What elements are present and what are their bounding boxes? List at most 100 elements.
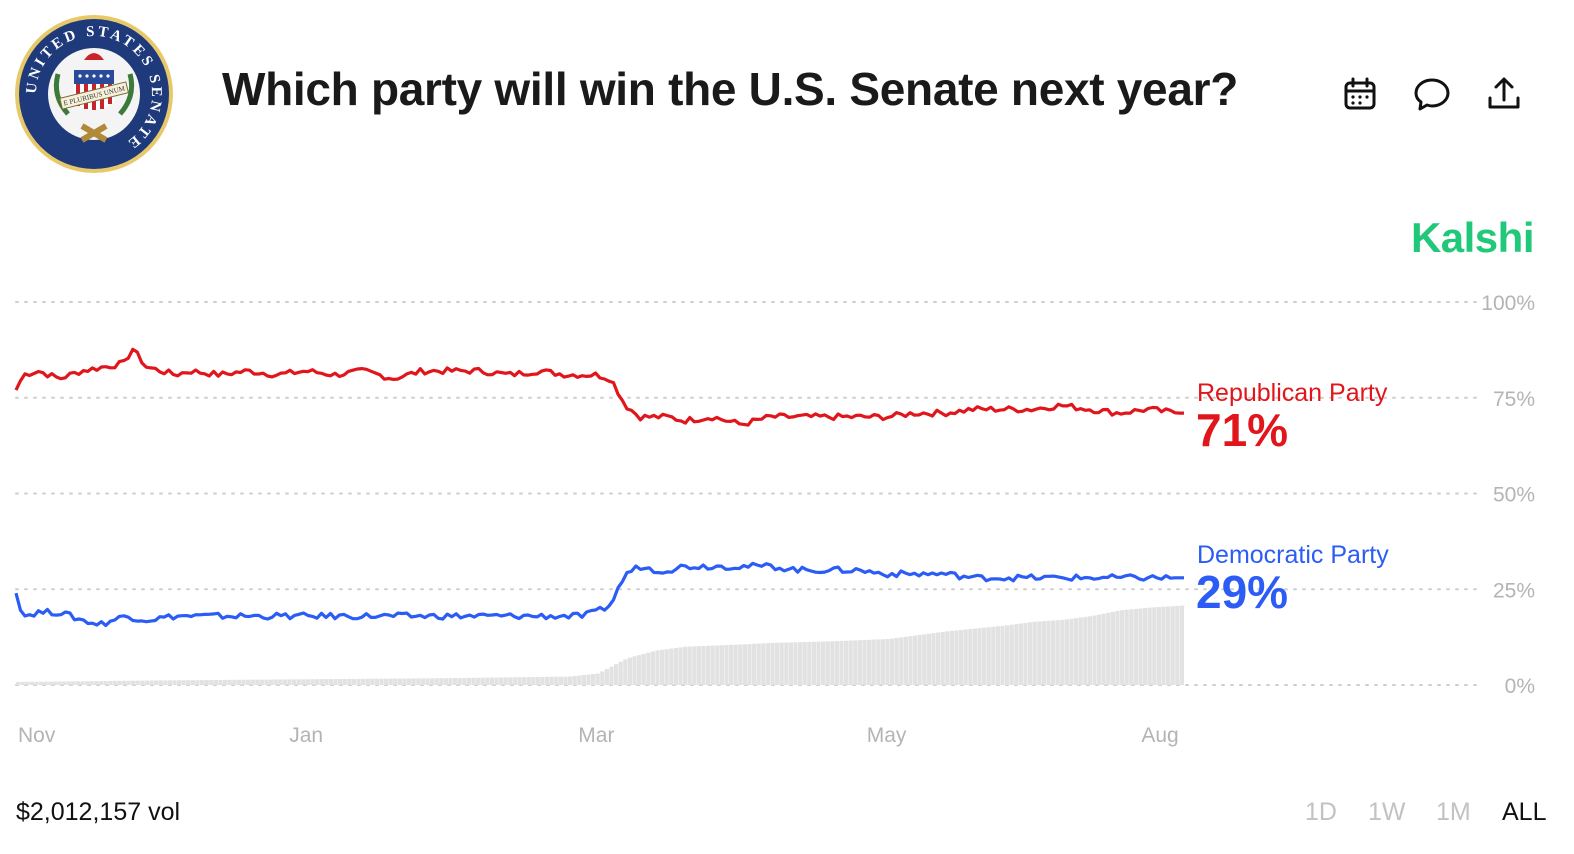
volume-bar	[1014, 624, 1019, 685]
volume-bar	[154, 680, 159, 685]
volume-bar	[963, 629, 968, 685]
volume-bar	[167, 680, 172, 685]
volume-bar	[839, 640, 844, 685]
republican-label: Republican Party	[1197, 379, 1388, 407]
volume-bar	[227, 679, 232, 685]
volume-bar	[365, 678, 370, 685]
volume-bar	[453, 678, 458, 685]
volume-bar	[848, 640, 853, 685]
volume-bar	[687, 646, 692, 685]
volume-bar	[126, 680, 131, 685]
volume-bar	[241, 679, 246, 685]
volume-bar	[563, 676, 568, 685]
volume-bar	[480, 677, 485, 685]
calendar-icon[interactable]	[1340, 74, 1380, 114]
volume-bar	[135, 680, 140, 685]
volume-bar	[361, 678, 366, 685]
volume-bar	[370, 678, 375, 685]
probability-chart: 100% 75% 50% 25% 0% Nov Jan Mar May Aug Republic…	[14, 292, 1535, 747]
volume-bar	[494, 677, 499, 685]
volume-bar	[1000, 625, 1005, 685]
volume-bar	[508, 677, 513, 685]
volume-bar	[333, 679, 338, 685]
x-axis-ticks: Nov Jan Mar May Aug	[18, 724, 1179, 747]
volume-label: $2,012,157 vol	[16, 798, 181, 826]
volume-bar	[351, 678, 356, 685]
volume-bar	[1156, 607, 1161, 685]
volume-bar	[632, 656, 637, 685]
volume-bar	[1120, 610, 1125, 685]
range-1w-button[interactable]: 1W	[1368, 798, 1406, 826]
volume-bar	[554, 676, 559, 685]
volume-bar	[402, 678, 407, 685]
volume-bar	[319, 679, 324, 685]
volume-bar	[729, 644, 734, 685]
volume-bar	[650, 651, 655, 685]
volume-bar	[986, 627, 991, 685]
volume-bar	[890, 638, 895, 685]
republican-line[interactable]	[14, 347, 1184, 427]
range-1m-button[interactable]: 1M	[1436, 798, 1471, 826]
volume-bar	[1060, 619, 1065, 685]
volume-bar	[98, 681, 103, 685]
volume-bar	[908, 636, 913, 685]
volume-bar	[558, 676, 563, 685]
volume-bar	[701, 645, 706, 685]
volume-bar	[149, 680, 154, 685]
democratic-line[interactable]	[14, 561, 1184, 628]
volume-bar	[816, 641, 821, 685]
volume-bar	[968, 629, 973, 685]
volume-bar	[1037, 621, 1042, 685]
volume-bar	[195, 680, 200, 685]
volume-bar	[885, 639, 890, 685]
y-tick-label: 100%	[1481, 292, 1535, 315]
volume-bar	[517, 677, 522, 685]
volume-bar	[213, 679, 218, 685]
volume-bar	[770, 642, 775, 685]
volume-bar	[85, 681, 90, 685]
volume-bar	[1032, 621, 1037, 685]
y-tick-label: 0%	[1505, 675, 1535, 698]
volume-bar	[287, 679, 292, 685]
volume-bar	[1005, 625, 1010, 685]
range-1d-button[interactable]: 1D	[1305, 798, 1337, 826]
volume-bar	[379, 678, 384, 685]
volume-bar	[696, 646, 701, 685]
range-all-button[interactable]: ALL	[1502, 798, 1547, 826]
volume-bar	[255, 679, 260, 685]
volume-bar	[752, 643, 757, 685]
volume-bar	[1046, 620, 1051, 685]
volume-bar	[1074, 618, 1079, 685]
volume-bar	[1097, 614, 1102, 685]
share-icon[interactable]	[1484, 74, 1524, 114]
volume-bar	[784, 642, 789, 685]
volume-bar	[384, 678, 389, 685]
volume-bar	[117, 680, 122, 685]
volume-bar	[742, 644, 747, 685]
volume-bar	[779, 642, 784, 685]
volume-bar	[641, 653, 646, 685]
volume-bar	[669, 648, 674, 685]
democratic-percent: 29%	[1196, 566, 1288, 618]
volume-bar	[577, 675, 582, 685]
volume-bar	[581, 675, 586, 685]
volume-bar	[1124, 609, 1129, 685]
volume-bar	[844, 640, 849, 685]
volume-bar	[232, 679, 237, 685]
kalshi-brand-logo: Kalshi	[1410, 214, 1535, 261]
volume-bar	[1023, 622, 1028, 685]
volume-bar	[761, 643, 766, 685]
x-tick-label: Nov	[18, 724, 56, 747]
volume-bar	[315, 679, 320, 685]
volume-bar	[1092, 615, 1097, 685]
volume-bar	[531, 677, 536, 685]
volume-bar	[158, 680, 163, 685]
comment-icon[interactable]	[1412, 74, 1452, 114]
volume-bar	[29, 681, 34, 685]
volume-bar	[673, 647, 678, 685]
y-tick-label: 25%	[1493, 579, 1535, 602]
volume-bar	[200, 680, 205, 685]
volume-bar	[1170, 606, 1175, 685]
volume-bar	[52, 681, 57, 685]
